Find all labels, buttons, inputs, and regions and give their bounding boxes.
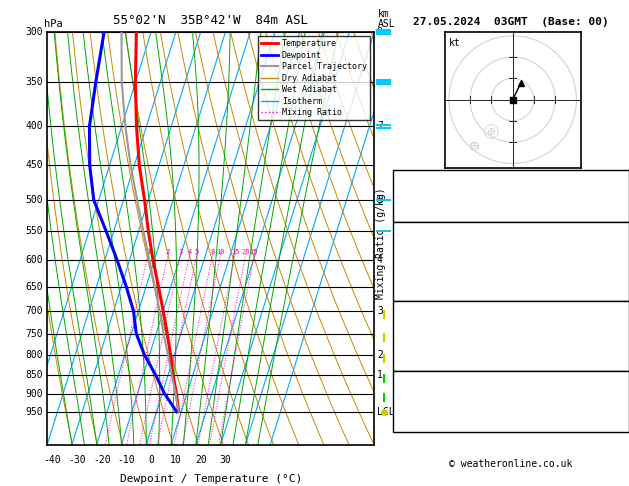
- Text: Hodograph: Hodograph: [483, 371, 539, 381]
- Text: Pressure (mb): Pressure (mb): [398, 312, 479, 322]
- Text: 8: 8: [211, 249, 214, 255]
- Text: PW (cm): PW (cm): [398, 208, 442, 219]
- Text: 300: 300: [607, 256, 626, 266]
- Text: 500: 500: [26, 195, 43, 205]
- Text: CAPE (J): CAPE (J): [398, 278, 448, 289]
- Text: Mixing Ratio (g/kg): Mixing Ratio (g/kg): [376, 187, 386, 299]
- Text: 25: 25: [250, 249, 259, 255]
- Text: ⊕: ⊕: [487, 126, 496, 137]
- Text: 9: 9: [620, 421, 626, 431]
- Text: 0: 0: [620, 278, 626, 289]
- Text: 4: 4: [187, 249, 192, 255]
- Text: 51: 51: [613, 191, 626, 201]
- Text: kt: kt: [449, 38, 460, 48]
- Text: Dewp (°C): Dewp (°C): [398, 244, 454, 255]
- Text: 3: 3: [178, 249, 182, 255]
- Text: 20: 20: [242, 249, 250, 255]
- Text: hPa: hPa: [44, 19, 63, 29]
- Text: CIN (J): CIN (J): [398, 290, 442, 300]
- Text: K: K: [398, 174, 404, 184]
- Text: 4: 4: [377, 255, 383, 265]
- Text: CIN (J): CIN (J): [398, 360, 442, 369]
- Text: 700: 700: [26, 306, 43, 316]
- Text: Temp (°C): Temp (°C): [398, 233, 454, 243]
- Text: StmSpd (kt): StmSpd (kt): [398, 421, 467, 431]
- Text: Most Unstable: Most Unstable: [470, 301, 552, 311]
- Text: StmDir: StmDir: [398, 408, 436, 418]
- Text: 1: 1: [146, 249, 150, 255]
- Text: 304: 304: [607, 324, 626, 334]
- Text: 27.05.2024  03GMT  (Base: 00): 27.05.2024 03GMT (Base: 00): [413, 17, 609, 27]
- Text: 950: 950: [607, 312, 626, 322]
- Text: 750: 750: [26, 329, 43, 339]
- Text: 300: 300: [26, 27, 43, 36]
- Text: -40: -40: [43, 455, 61, 465]
- Text: -13: -13: [607, 396, 626, 406]
- Text: Totals Totals: Totals Totals: [398, 191, 479, 201]
- Text: 5: 5: [377, 195, 383, 205]
- Text: Lifted Index: Lifted Index: [398, 336, 473, 346]
- Text: 0: 0: [620, 347, 626, 358]
- Text: 1: 1: [377, 370, 383, 380]
- Text: 8.9: 8.9: [607, 233, 626, 243]
- Text: CAPE (J): CAPE (J): [398, 347, 448, 358]
- Text: 20: 20: [195, 455, 207, 465]
- Legend: Temperature, Dewpoint, Parcel Trajectory, Dry Adiabat, Wet Adiabat, Isotherm, Mi: Temperature, Dewpoint, Parcel Trajectory…: [258, 36, 370, 121]
- Text: 800: 800: [26, 350, 43, 360]
- Text: θₑ (K): θₑ (K): [398, 324, 436, 334]
- Text: 950: 950: [26, 407, 43, 417]
- Text: 650: 650: [26, 281, 43, 292]
- Text: 0: 0: [148, 455, 154, 465]
- Text: 900: 900: [26, 389, 43, 399]
- Text: 1.76: 1.76: [601, 208, 626, 219]
- Text: Dewpoint / Temperature (°C): Dewpoint / Temperature (°C): [120, 474, 302, 484]
- Text: 450: 450: [26, 160, 43, 170]
- Text: 55°02'N  35B°42'W  84m ASL: 55°02'N 35B°42'W 84m ASL: [113, 14, 308, 27]
- Text: 600: 600: [26, 255, 43, 265]
- Text: 5: 5: [620, 267, 626, 277]
- Text: 400: 400: [26, 122, 43, 131]
- Text: SREH: SREH: [398, 396, 423, 406]
- Text: 350: 350: [26, 77, 43, 87]
- Text: 5: 5: [194, 249, 199, 255]
- Text: 8.1: 8.1: [607, 244, 626, 255]
- Text: 30: 30: [220, 455, 231, 465]
- Text: ⊕: ⊕: [470, 141, 479, 152]
- Text: 27: 27: [613, 174, 626, 184]
- Text: 0: 0: [620, 290, 626, 300]
- Text: 10: 10: [170, 455, 182, 465]
- Text: θₑ(K): θₑ(K): [398, 256, 430, 266]
- Text: 850: 850: [26, 370, 43, 380]
- Text: 2: 2: [166, 249, 170, 255]
- Text: 8: 8: [377, 27, 383, 36]
- Text: 2: 2: [377, 350, 383, 360]
- Text: © weatheronline.co.uk: © weatheronline.co.uk: [449, 459, 573, 469]
- Text: 0: 0: [620, 360, 626, 369]
- Text: EH: EH: [398, 383, 411, 393]
- Text: Surface: Surface: [489, 223, 533, 232]
- Text: -10: -10: [118, 455, 135, 465]
- Text: LCL: LCL: [377, 407, 394, 417]
- Text: 7: 7: [377, 122, 383, 131]
- Text: 10: 10: [216, 249, 225, 255]
- Text: 215°: 215°: [601, 408, 626, 418]
- Text: -30: -30: [68, 455, 86, 465]
- Text: -29: -29: [607, 383, 626, 393]
- Text: Lifted Index: Lifted Index: [398, 267, 473, 277]
- Text: 3: 3: [620, 336, 626, 346]
- Text: 15: 15: [231, 249, 239, 255]
- Text: 3: 3: [377, 306, 383, 316]
- Text: km
ASL: km ASL: [377, 9, 395, 29]
- Text: 550: 550: [26, 226, 43, 237]
- Text: -20: -20: [93, 455, 111, 465]
